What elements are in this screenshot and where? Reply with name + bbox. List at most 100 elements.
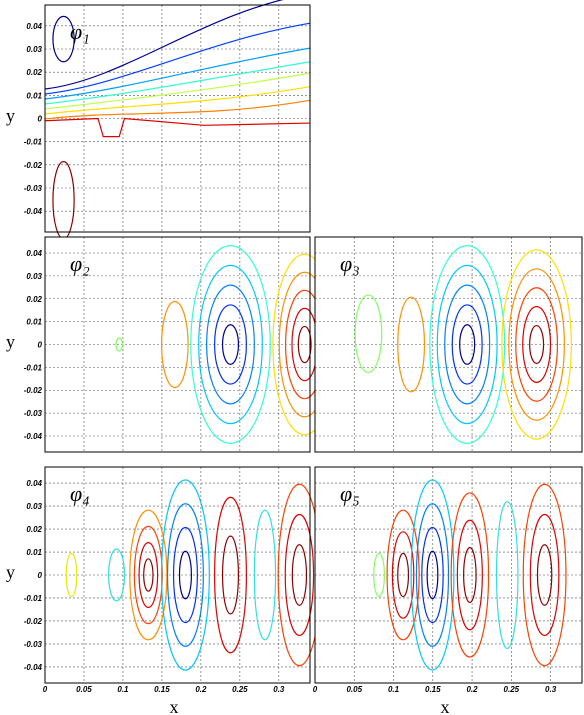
y-tick-label: 0.01 [26, 318, 42, 327]
y-tick-label: 0 [38, 571, 43, 580]
y-tick-label: -0.01 [24, 138, 43, 147]
y-tick-label: -0.01 [24, 594, 43, 603]
x-tick-label: 0 [43, 685, 48, 694]
plot-frame [314, 236, 583, 453]
contour-line [198, 264, 263, 425]
x-tick-label: 0.1 [388, 685, 400, 694]
contour-line [44, 61, 311, 105]
contour-line [354, 294, 383, 374]
contour-line [291, 544, 308, 606]
y-tick-label: -0.03 [24, 409, 43, 418]
x-tick-label: 0.05 [346, 685, 362, 694]
contour-line [138, 541, 159, 608]
y-tick-label: -0.03 [24, 184, 43, 193]
contour-line [386, 509, 420, 641]
y-tick-label: 0.02 [26, 525, 42, 534]
contour-line [214, 496, 248, 654]
contour-line [221, 535, 240, 615]
plot-frame [44, 236, 311, 453]
x-tick-label: 0.25 [504, 685, 520, 694]
panel: 0 0.05 0.1 0.15 0.2 0.25 0.3 φ₅ x [313, 466, 583, 715]
y-tick-label: -0.04 [24, 432, 43, 441]
contour-line [529, 513, 560, 637]
x-tick-label: 0.2 [466, 685, 478, 694]
contour-line [495, 500, 519, 650]
y-tick-label: 0.01 [26, 548, 42, 557]
y-axis-label: y [6, 332, 15, 352]
contour-line [253, 509, 277, 641]
panel: 0 0.05 0.1 0.15 0.2 0.25 0.3 -0.04 -0.03 -0.02 -0.… [6, 466, 322, 715]
y-tick-label: -0.04 [24, 663, 43, 672]
contour-line [44, 99, 311, 120]
panel-title: φ₃ [340, 251, 360, 276]
contour-line [415, 503, 450, 647]
x-axis-label: x [441, 697, 450, 715]
contour-line [161, 300, 189, 389]
y-tick-label: 0.01 [26, 91, 42, 100]
y-tick-label: 0.03 [26, 45, 42, 54]
contour-line [391, 531, 415, 619]
contour-line [410, 479, 455, 671]
plot-frame [44, 4, 311, 233]
contour-line [536, 544, 553, 606]
contour-line [459, 324, 476, 365]
contour-line [501, 249, 572, 440]
y-tick-label: 0.02 [26, 68, 42, 77]
contour-line [421, 526, 444, 624]
panel-title: φ₄ [70, 481, 90, 506]
y-tick-label: 0.04 [26, 479, 42, 488]
contour-line [206, 284, 255, 405]
contour-line [456, 519, 483, 631]
y-tick-label: -0.02 [24, 161, 43, 170]
y-axis-label: y [6, 106, 15, 126]
x-tick-label: 0.25 [232, 685, 248, 694]
contour-line [44, 47, 311, 100]
panel-title: φ₂ [70, 251, 90, 276]
panel-title: φ₁ [70, 19, 90, 44]
contour-line [172, 526, 198, 624]
contour-line [397, 296, 426, 393]
contour-line [133, 525, 163, 625]
x-axis-label: x [170, 697, 179, 715]
contour-line [190, 245, 271, 445]
x-tick-label: 0.15 [425, 685, 441, 694]
y-tick-label: 0.04 [26, 249, 42, 258]
contour-line [115, 337, 123, 352]
y-tick-label: -0.04 [24, 207, 43, 216]
contour-line [214, 304, 248, 385]
y-tick-label: -0.02 [24, 617, 43, 626]
contour-line [284, 513, 315, 637]
contour-line [450, 492, 490, 658]
panel-title: φ₅ [340, 481, 360, 506]
x-tick-label: 0.3 [545, 685, 557, 694]
contour-line [522, 306, 552, 383]
contour-line [515, 287, 559, 402]
contour-line [463, 547, 477, 603]
contour-line [52, 15, 75, 63]
contour-line [221, 324, 240, 365]
contour-line [143, 558, 154, 592]
contour-line [508, 268, 565, 421]
contour-line [529, 324, 545, 365]
contour-line [108, 548, 126, 602]
contour-line [44, 22, 311, 95]
y-tick-label: 0.03 [26, 272, 42, 281]
x-tick-label: 0.05 [76, 685, 92, 694]
x-tick-label: 0.15 [154, 685, 170, 694]
contour-line [44, 117, 311, 138]
contour-line [65, 552, 78, 598]
y-tick-label: -0.03 [24, 640, 43, 649]
y-tick-label: 0.03 [26, 502, 42, 511]
contour-line [44, 72, 311, 110]
contour-line [160, 479, 210, 671]
contour-line [373, 552, 386, 598]
panel: -0.04 -0.03 -0.02 -0.01 0 0.01 0.02 0.03 0.04 φ₂ y [6, 236, 338, 453]
contour-line [426, 550, 439, 600]
y-axis-label: y [6, 562, 15, 582]
x-tick-label: 0.2 [195, 685, 207, 694]
y-tick-label: 0 [38, 115, 43, 124]
contour-line [44, 0, 284, 90]
panel: -0.04 -0.03 -0.02 -0.01 0 0.01 0.02 0.03 0.04 φ₁ y [6, 0, 311, 240]
plot-frame [44, 466, 311, 684]
